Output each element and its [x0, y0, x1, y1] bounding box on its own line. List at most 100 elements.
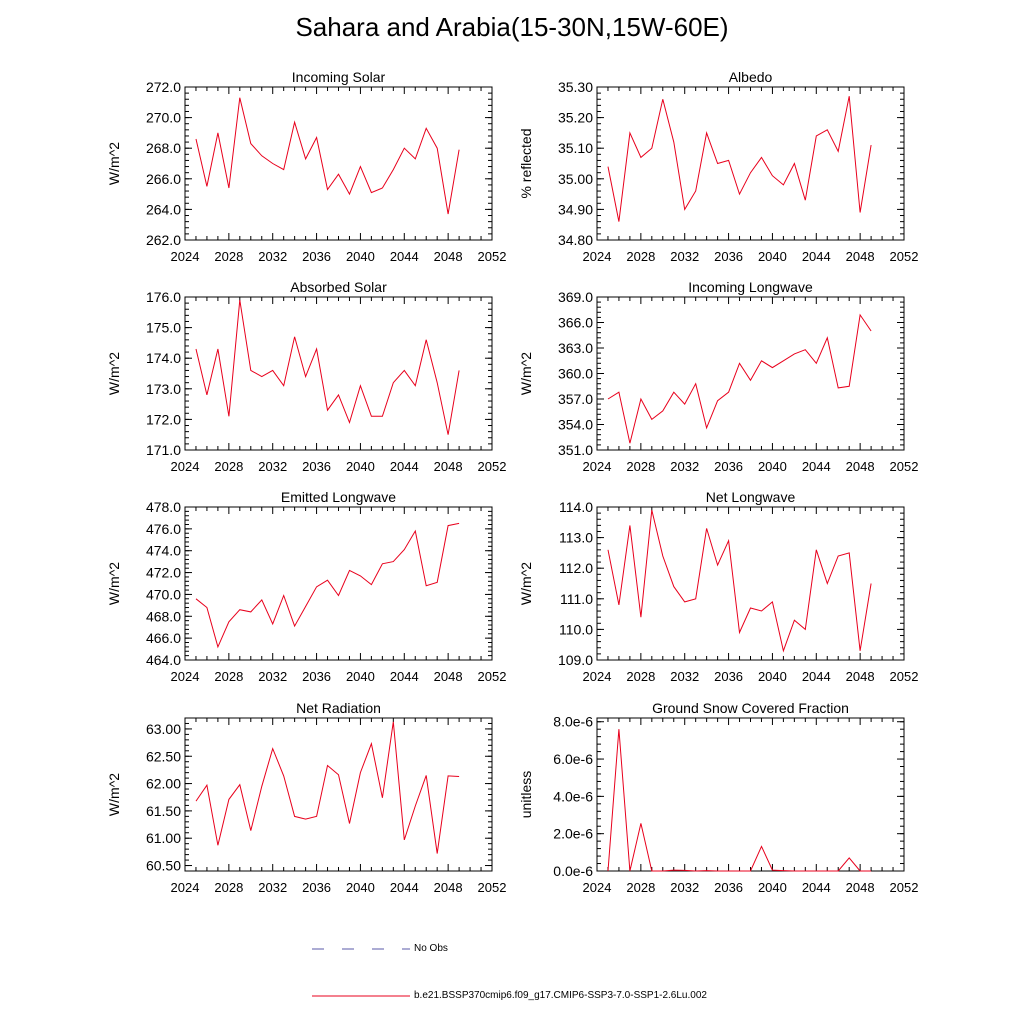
x-tick-label: 2044	[390, 459, 419, 474]
x-tick-label: 2024	[583, 880, 612, 895]
legend-model-label: b.e21.BSSP370cmip6.f09_g17.CMIP6-SSP3-7.…	[414, 990, 707, 1001]
x-tick-label: 2028	[214, 249, 243, 264]
y-tick-label: 61.50	[146, 803, 181, 819]
x-tick-label: 2024	[171, 459, 200, 474]
x-tick-label: 2044	[802, 669, 831, 684]
series-line	[195, 300, 460, 435]
legend-obs-label: No Obs	[414, 943, 448, 954]
x-tick-label: 2024	[171, 249, 200, 264]
chart-panel-1: 2024 2028 2032 2036 2040 2044 2048 2052 262.0 264…	[106, 69, 506, 264]
y-tick-label: 272.0	[146, 79, 181, 95]
x-tick-label: 2032	[670, 459, 699, 474]
x-tick-label: 2040	[346, 880, 375, 895]
x-tick-label: 2052	[478, 880, 507, 895]
series-line	[607, 96, 872, 222]
y-tick-label: 176.0	[146, 289, 181, 305]
x-tick-label: 2028	[214, 669, 243, 684]
y-tick-label: 35.10	[558, 140, 593, 156]
y-tick-label: 268.0	[146, 140, 181, 156]
chart-panel-4: 2024 2028 2032 2036 2040 2044 2048 2052 351.0 354…	[518, 279, 918, 474]
x-tick-label: 2024	[583, 249, 612, 264]
y-axis-label: W/m^2	[518, 352, 534, 395]
x-tick-label: 2040	[346, 459, 375, 474]
x-tick-label: 2040	[758, 459, 787, 474]
x-tick-label: 2044	[390, 880, 419, 895]
y-tick-label: 4.0e-6	[553, 788, 593, 804]
x-tick-label: 2052	[890, 669, 919, 684]
x-tick-label: 2048	[434, 459, 463, 474]
y-tick-label: 114.0	[559, 499, 593, 515]
x-tick-label: 2048	[434, 880, 463, 895]
series-line	[607, 729, 872, 872]
page-title: Sahara and Arabia(15-30N,15W-60E)	[295, 12, 729, 42]
chart-panel-6: 2024 2028 2032 2036 2040 2044 2048 2052 109.0 110…	[518, 489, 918, 684]
x-tick-label: 2052	[478, 459, 507, 474]
x-tick-label: 2044	[802, 880, 831, 895]
x-tick-label: 2048	[846, 880, 875, 895]
panel-title: Emitted Longwave	[281, 489, 396, 505]
y-axis-label: W/m^2	[518, 562, 534, 605]
x-tick-label: 2032	[258, 249, 287, 264]
y-tick-label: 61.00	[146, 830, 181, 846]
chart-panel-7: 2024 2028 2032 2036 2040 2044 2048 2052 60.50 61.…	[106, 700, 506, 895]
x-tick-label: 2028	[214, 880, 243, 895]
x-tick-label: 2036	[714, 669, 743, 684]
y-tick-label: 464.0	[146, 652, 181, 668]
x-tick-label: 2028	[626, 669, 655, 684]
y-tick-label: 6.0e-6	[553, 751, 593, 767]
chart-panel-3: 2024 2028 2032 2036 2040 2044 2048 2052 171.0 172…	[106, 279, 506, 474]
y-tick-label: 270.0	[146, 110, 181, 126]
x-tick-label: 2036	[302, 880, 331, 895]
x-tick-label: 2036	[302, 669, 331, 684]
x-tick-label: 2048	[846, 249, 875, 264]
x-tick-label: 2052	[890, 880, 919, 895]
x-tick-label: 2048	[846, 459, 875, 474]
panel-title: Incoming Longwave	[688, 279, 813, 295]
y-tick-label: 478.0	[146, 499, 181, 515]
x-tick-label: 2032	[670, 880, 699, 895]
x-tick-label: 2032	[258, 459, 287, 474]
y-tick-label: 366.0	[558, 315, 593, 331]
y-tick-label: 8.0e-6	[553, 714, 593, 730]
x-tick-label: 2052	[478, 249, 507, 264]
x-tick-label: 2024	[583, 669, 612, 684]
panel-title: Net Longwave	[706, 489, 796, 505]
y-tick-label: 266.0	[146, 171, 181, 187]
chart-panel-8: 2024 2028 2032 2036 2040 2044 2048 2052 0.0e-6 2.…	[518, 700, 918, 895]
x-tick-label: 2052	[890, 249, 919, 264]
y-tick-label: 369.0	[558, 289, 593, 305]
panel-title: Albedo	[729, 69, 773, 85]
y-axis-label: unitless	[518, 771, 534, 818]
x-tick-label: 2052	[890, 459, 919, 474]
x-tick-label: 2032	[258, 669, 287, 684]
y-tick-label: 354.0	[558, 417, 593, 433]
x-tick-label: 2024	[171, 669, 200, 684]
y-axis-label: W/m^2	[106, 562, 122, 605]
x-tick-label: 2036	[302, 249, 331, 264]
x-tick-label: 2048	[434, 669, 463, 684]
y-tick-label: 35.00	[558, 171, 593, 187]
x-tick-label: 2040	[346, 249, 375, 264]
x-tick-label: 2028	[626, 880, 655, 895]
y-tick-label: 470.0	[146, 586, 181, 602]
y-tick-label: 62.50	[146, 748, 181, 764]
y-tick-label: 171.0	[146, 442, 181, 458]
y-tick-label: 173.0	[146, 381, 181, 397]
x-tick-label: 2048	[846, 669, 875, 684]
x-tick-label: 2040	[758, 669, 787, 684]
panel-title: Ground Snow Covered Fraction	[652, 700, 849, 716]
y-tick-label: 476.0	[146, 521, 181, 537]
panel-title: Net Radiation	[296, 700, 381, 716]
x-tick-label: 2036	[714, 249, 743, 264]
y-tick-label: 109.0	[558, 652, 593, 668]
y-tick-label: 264.0	[146, 201, 181, 217]
chart-panel-2: 2024 2028 2032 2036 2040 2044 2048 2052 34.80 34.…	[518, 69, 918, 264]
y-tick-label: 472.0	[146, 565, 181, 581]
panel-title: Incoming Solar	[292, 69, 386, 85]
y-tick-label: 351.0	[558, 442, 593, 458]
y-tick-label: 111.0	[560, 591, 593, 607]
y-tick-label: 110.0	[559, 621, 593, 637]
x-tick-label: 2032	[670, 249, 699, 264]
y-tick-label: 35.30	[558, 79, 593, 95]
